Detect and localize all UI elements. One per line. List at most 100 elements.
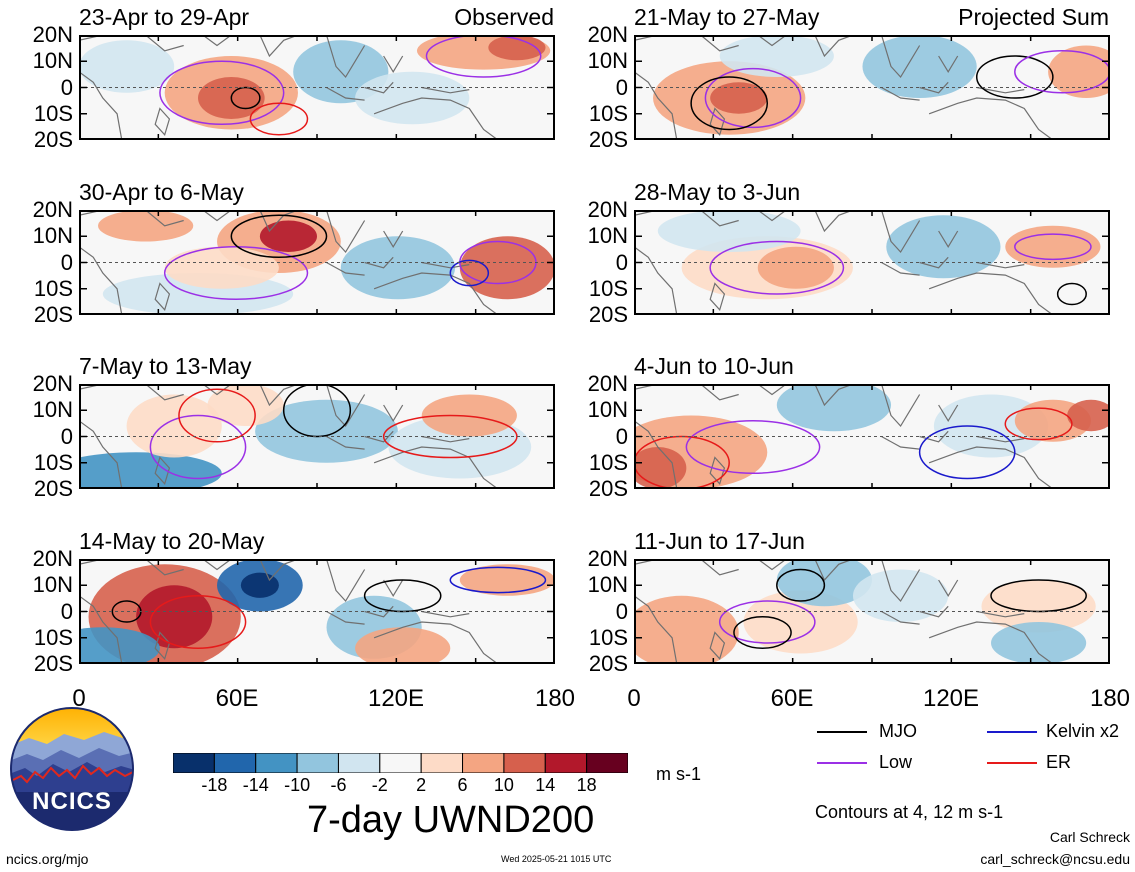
coastline xyxy=(814,210,854,233)
coastline xyxy=(373,621,499,664)
contour-line xyxy=(163,246,309,300)
coastline xyxy=(145,35,232,52)
coastline xyxy=(976,435,1025,443)
lat-label-proj-3-2: 0 xyxy=(615,598,628,624)
anomaly-shading xyxy=(126,394,222,458)
anomaly-shading xyxy=(164,246,279,289)
coastline xyxy=(700,35,787,52)
anomaly-shading xyxy=(710,82,768,114)
lat-label-proj-0-3: 10S xyxy=(588,100,628,126)
ncics-logo: NCICS xyxy=(9,706,135,832)
anomaly-shading xyxy=(852,569,949,622)
footer-url[interactable]: ncics.org/mjo xyxy=(6,851,89,867)
panel-title-proj-0: 21-May to 27-May xyxy=(634,4,820,30)
colorbar-tick-label: 14 xyxy=(535,775,556,795)
lat-label-obs-1-2: 0 xyxy=(60,249,73,275)
coastline xyxy=(154,456,171,485)
contour-line xyxy=(230,86,261,110)
colorbar-swatch xyxy=(420,752,464,774)
lat-label-proj-3-4: 20S xyxy=(588,651,628,676)
lat-label-obs-0-0: 20N xyxy=(32,22,73,47)
contour-line xyxy=(382,414,518,459)
anomaly-shading xyxy=(657,210,801,252)
lat-label-obs-0-3: 10S xyxy=(33,100,73,126)
coastline xyxy=(938,579,959,597)
coastline xyxy=(154,107,171,136)
anomaly-shading xyxy=(459,564,555,596)
legend-kelvin-label: Kelvin x2 xyxy=(1046,721,1120,741)
lat-label-obs-0-4: 20S xyxy=(33,127,73,152)
coastline xyxy=(976,261,1025,269)
map-border xyxy=(634,384,1110,489)
anomaly-shading xyxy=(98,210,194,242)
lat-label-proj-0-4: 20S xyxy=(588,127,628,152)
lat-label-proj-0-1: 10N xyxy=(587,48,628,74)
footer-author: Carl Schreck xyxy=(1049,829,1130,845)
coastline xyxy=(938,404,959,422)
lat-label-obs-2-1: 10N xyxy=(32,397,73,423)
coastline xyxy=(326,256,394,276)
lat-label-proj-2-1: 10N xyxy=(587,397,628,423)
coastline xyxy=(383,404,404,422)
contour-line xyxy=(149,414,247,480)
lat-label-proj-2-0: 20N xyxy=(587,371,628,396)
lat-label-obs-1-3: 10S xyxy=(33,275,73,301)
lat-label-proj-3-3: 10S xyxy=(588,624,628,650)
contour-line xyxy=(776,568,826,602)
coastline xyxy=(383,230,404,248)
coastline xyxy=(709,282,726,311)
coastline xyxy=(145,210,232,227)
footer-email[interactable]: carl_schreck@ncsu.edu xyxy=(980,851,1130,867)
map-panel-proj-3 xyxy=(633,558,1111,665)
coastline xyxy=(421,86,470,94)
panel-title-proj-2: 4-Jun to 10-Jun xyxy=(634,353,794,379)
anomaly-shading xyxy=(1005,225,1101,268)
legend-low-label: Low xyxy=(879,752,913,772)
lat-label-obs-0-1: 10N xyxy=(32,48,73,74)
coastline xyxy=(421,610,470,618)
coastline xyxy=(145,384,232,401)
coastline xyxy=(881,605,949,625)
anomaly-shading xyxy=(634,595,739,664)
coastline xyxy=(326,81,394,101)
corner-label-proj: Projected Sum xyxy=(958,4,1109,30)
lat-label-proj-3-0: 20N xyxy=(587,546,628,571)
lat-label-obs-2-0: 20N xyxy=(32,371,73,396)
contour-line xyxy=(178,388,256,443)
contour-line xyxy=(230,214,328,258)
coastline xyxy=(880,210,921,253)
anomaly-shading xyxy=(79,452,222,489)
colorbar-swatch xyxy=(544,752,588,774)
anomaly-shading xyxy=(634,447,687,489)
panel-title-obs-1: 30-Apr to 6-May xyxy=(79,179,244,205)
anomaly-shading xyxy=(719,35,834,77)
lat-label-obs-1-4: 20S xyxy=(33,302,73,327)
coastline xyxy=(421,435,470,443)
coastline xyxy=(928,97,1054,140)
colorbar-swatch xyxy=(296,752,339,774)
colorbar-tick-label: -10 xyxy=(284,775,311,795)
coastline xyxy=(259,210,299,233)
anomaly-shading xyxy=(1067,399,1110,432)
map-panel-obs-0 xyxy=(78,34,556,141)
coastline xyxy=(373,446,499,489)
lon-label-180-left: 180 xyxy=(534,685,576,712)
map-panel-proj-2 xyxy=(633,383,1111,490)
map-panel-proj-1 xyxy=(633,209,1111,316)
lat-label-proj-1-2: 0 xyxy=(615,249,628,275)
coastline xyxy=(383,579,404,597)
coastline xyxy=(383,55,404,73)
coastline xyxy=(700,210,787,227)
map-border xyxy=(79,210,555,315)
lat-label-proj-1-3: 10S xyxy=(588,275,628,301)
lon-label-180-right: 180 xyxy=(1089,685,1131,712)
panel-title-obs-0: 23-Apr to 29-Apr xyxy=(79,4,250,30)
colorbar-swatch xyxy=(586,752,629,774)
anomaly-shading xyxy=(862,35,977,98)
anomaly-shading xyxy=(776,384,892,432)
contour-line xyxy=(704,67,802,129)
colorbar-tick-label: -6 xyxy=(330,775,347,795)
coastline xyxy=(259,384,299,407)
lat-label-obs-2-3: 10S xyxy=(33,449,73,475)
coastline xyxy=(881,81,949,101)
